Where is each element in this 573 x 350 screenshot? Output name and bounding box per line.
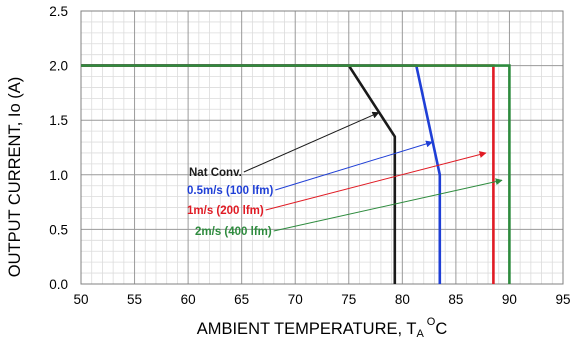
x-tick-label: 55 [127, 292, 142, 307]
annotation-label-4: 2m/s (400 lfm) [195, 226, 272, 238]
annotation-label-1: Nat Conv. [189, 167, 242, 179]
x-tick-label: 50 [73, 292, 88, 307]
x-tick-label: 65 [234, 292, 249, 307]
y-tick-label: 2.0 [49, 59, 68, 74]
y-tick-label: 2.5 [49, 4, 68, 19]
y-tick-label: 1.5 [49, 113, 68, 128]
y-tick-label: 0.5 [49, 222, 68, 237]
y-tick-labels: 0.0 0.5 1.0 1.5 2.0 2.5 [49, 4, 68, 292]
annotation-arrow-1 [243, 111, 380, 173]
plot-frame [80, 10, 564, 285]
x-tick-label: 70 [288, 292, 303, 307]
x-tick-label: 95 [555, 292, 570, 307]
x-tick-label: 85 [448, 292, 463, 307]
x-tick-label: 80 [395, 292, 410, 307]
x-axis-title: AMBIENT TEMPERATURE, TAOC [197, 316, 448, 340]
annotation-layer: Nat Conv. 0.5m/s (100 lfm) 1m/s (200 lfm) 2… [187, 111, 503, 238]
annotation-arrow-2 [275, 140, 433, 191]
annotation-label-3: 1m/s (200 lfm) [187, 205, 264, 217]
y-tick-label: 0.0 [49, 277, 68, 292]
annotation-label-2: 0.5m/s (100 lfm) [187, 185, 273, 197]
series-line-4 [81, 64, 511, 284]
y-tick-label: 1.0 [49, 168, 68, 183]
y-axis-title: OUTPUT CURRENT, Io (A) [6, 77, 24, 277]
x-tick-label: 75 [341, 292, 356, 307]
x-tick-label: 90 [502, 292, 517, 307]
series-layer [81, 64, 511, 284]
annotation-arrow-3 [265, 151, 487, 211]
x-tick-label: 60 [181, 292, 196, 307]
annotation-arrow-4 [273, 178, 503, 232]
x-tick-labels: 50 55 60 65 70 75 80 85 90 95 [73, 292, 570, 307]
minor-grid [81, 11, 563, 284]
